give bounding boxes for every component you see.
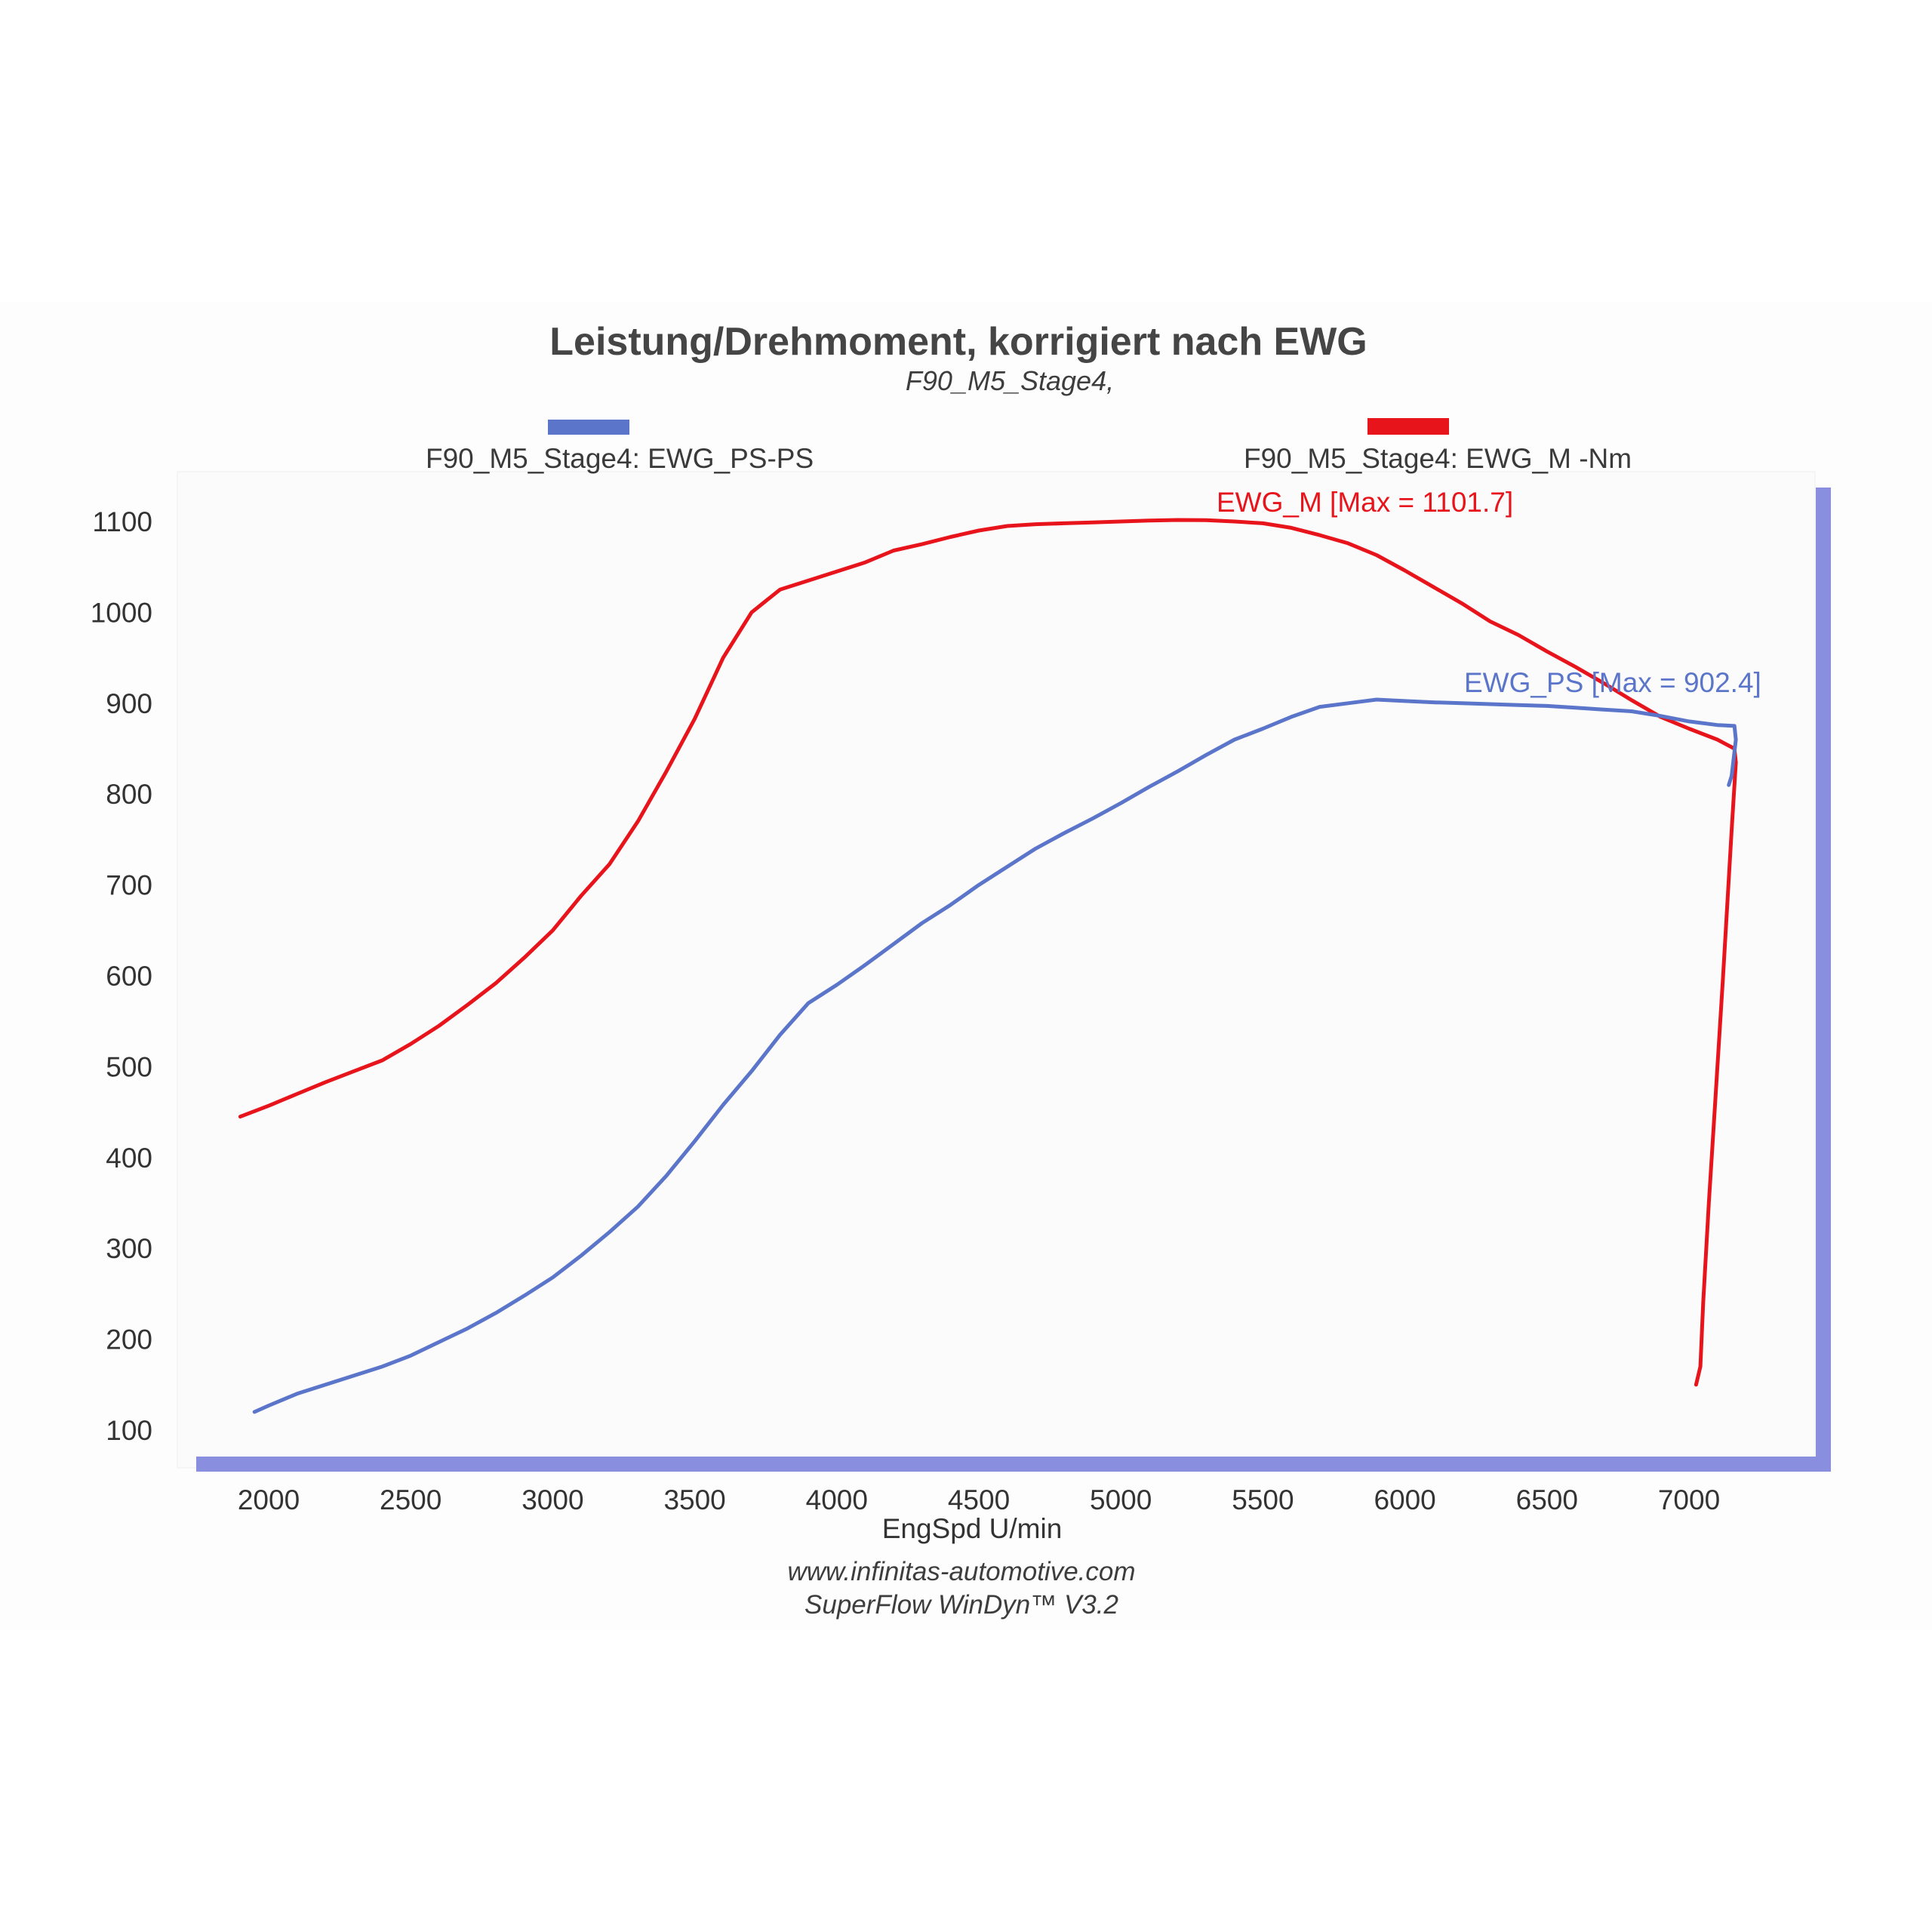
footer-url: www.infinitas-automotive.com — [788, 1557, 1136, 1586]
y-tick-label: 300 — [106, 1233, 152, 1264]
chart-title: Leistung/Drehmoment, korrigiert nach EWG — [549, 320, 1367, 364]
y-tick-label: 900 — [106, 688, 152, 719]
y-tick-label: 700 — [106, 870, 152, 901]
right-axis-bar — [1816, 488, 1831, 1472]
torque-max-annotation: EWG_M [Max = 1101.7] — [1217, 487, 1513, 518]
x-axis-ticks: 2000 2500 3000 3500 4000 4500 5000 5500 6000 6500… — [238, 1484, 1720, 1515]
x-tick-label: 6000 — [1374, 1484, 1435, 1515]
y-tick-label: 1100 — [92, 506, 152, 537]
x-tick-label: 7000 — [1658, 1484, 1720, 1515]
x-tick-label: 5000 — [1090, 1484, 1152, 1515]
power-max-annotation: EWG_PS [Max = 902.4] — [1464, 667, 1761, 698]
y-axis-ticks: 100 200 300 400 500 600 700 800 900 1000 1100 — [91, 506, 152, 1446]
x-tick-label: 4500 — [948, 1484, 1010, 1515]
x-tick-label: 3500 — [663, 1484, 725, 1515]
y-tick-label: 500 — [106, 1051, 152, 1082]
x-axis-bar — [196, 1457, 1831, 1472]
x-tick-label: 5500 — [1232, 1484, 1294, 1515]
x-tick-label: 6500 — [1516, 1484, 1578, 1515]
x-axis-title: EngSpd U/min — [882, 1513, 1063, 1544]
x-tick-label: 2000 — [238, 1484, 300, 1515]
legend-swatch-power — [548, 420, 629, 435]
legend-label-power: F90_M5_Stage4: EWG_PS-PS — [426, 443, 814, 474]
y-tick-label: 200 — [106, 1324, 152, 1355]
x-tick-label: 3000 — [521, 1484, 583, 1515]
dyno-chart: Leistung/Drehmoment, korrigiert nach EWG… — [91, 320, 1831, 1620]
y-tick-label: 400 — [106, 1143, 152, 1174]
y-tick-label: 600 — [106, 961, 152, 992]
y-tick-label: 800 — [106, 779, 152, 810]
chart-subtitle: F90_M5_Stage4, — [906, 365, 1114, 396]
plot-area — [177, 471, 1816, 1469]
torque-series-line — [238, 518, 1738, 1387]
legend-swatch-torque — [1367, 418, 1449, 435]
dyno-sheet: Leistung/Drehmoment, korrigiert nach EWG… — [0, 302, 1932, 1630]
series-layer — [238, 518, 1738, 1414]
legend-label-torque: F90_M5_Stage4: EWG_M -Nm — [1244, 443, 1632, 474]
y-tick-label: 100 — [106, 1415, 152, 1446]
power-series-line — [252, 697, 1738, 1414]
x-tick-label: 4000 — [806, 1484, 868, 1515]
x-tick-label: 2500 — [380, 1484, 441, 1515]
footer-software: SuperFlow WinDyn™ V3.2 — [804, 1590, 1118, 1620]
y-tick-label: 1000 — [91, 597, 152, 628]
